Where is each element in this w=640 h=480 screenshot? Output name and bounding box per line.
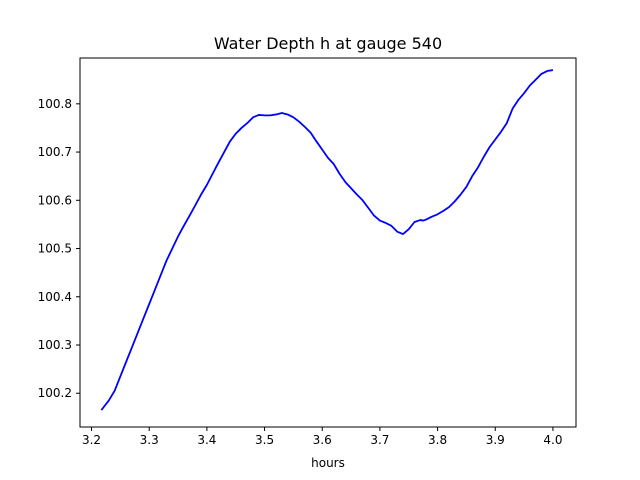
- x-tick-label: 3.5: [255, 433, 274, 447]
- x-tick-label: 3.2: [82, 433, 101, 447]
- x-axis: 3.2 3.3 3.4 3.5 3.6 3.7 3.8 3.9 4.0: [82, 427, 562, 447]
- y-tick-label: 100.2: [38, 386, 72, 400]
- chart-title: Water Depth h at gauge 540: [214, 34, 442, 53]
- x-tick-label: 3.9: [486, 433, 505, 447]
- x-tick-label: 3.8: [428, 433, 447, 447]
- x-tick-label: 4.0: [543, 433, 562, 447]
- y-tick-label: 100.4: [38, 290, 72, 304]
- x-axis-label: hours: [311, 456, 345, 470]
- plot-frame: [79, 57, 577, 428]
- y-tick-label: 100.8: [38, 97, 72, 111]
- x-tick-label: 3.6: [313, 433, 332, 447]
- y-tick-label: 100.7: [38, 145, 72, 159]
- x-tick-label: 3.3: [140, 433, 159, 447]
- plot-area: [100, 69, 554, 411]
- y-tick-label: 100.5: [38, 242, 72, 256]
- x-tick-label: 3.7: [370, 433, 389, 447]
- x-tick-label: 3.4: [197, 433, 216, 447]
- y-tick-label: 100.3: [38, 338, 72, 352]
- y-tick-label: 100.6: [38, 193, 72, 207]
- y-axis: 100.2 100.3 100.4 100.5 100.6 100.7 100.8: [38, 97, 80, 400]
- series-line: [100, 69, 554, 411]
